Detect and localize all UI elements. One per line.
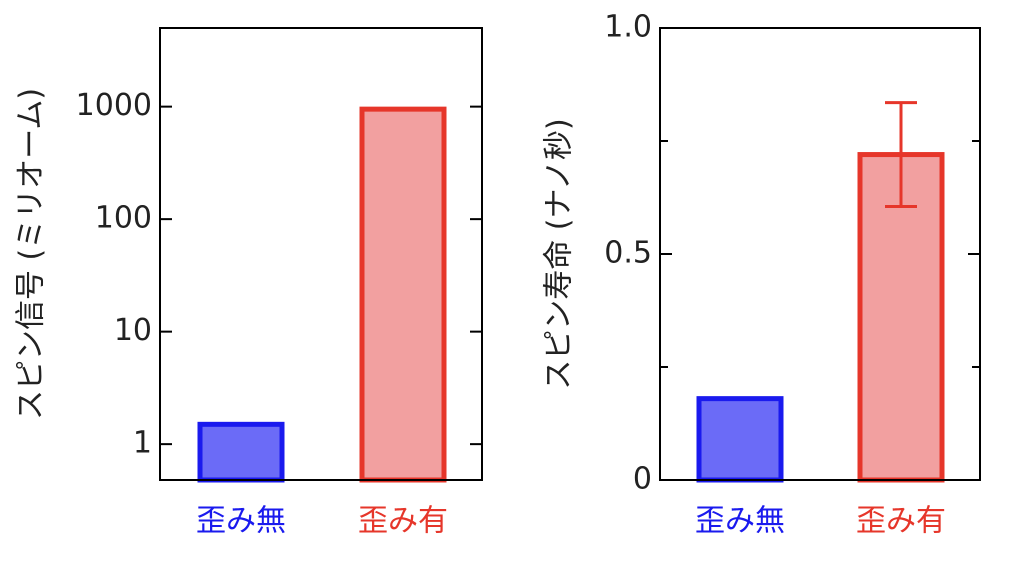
error-bar (885, 101, 917, 209)
y-tick-label: 1000 (76, 88, 152, 123)
y-tick-label: 0 (633, 462, 652, 497)
y-tick-label: 10 (114, 313, 152, 348)
subplot: 歪み無 歪み有 0 0.5 1.0 スピン寿命 (ナノ秒) (542, 10, 981, 539)
bar (696, 396, 784, 483)
x-tick-label: 歪み無 (695, 504, 785, 539)
x-tick-label: 歪み無 (196, 504, 286, 539)
subplot: 歪み無 歪み有 1 10 100 1000 スピン信号 (ミリオーム) (14, 27, 483, 539)
plot-frame (159, 27, 483, 481)
y-tick-label: 0.5 (604, 236, 652, 271)
y-axis-label: スピン寿命 (ナノ秒) (542, 118, 577, 389)
bar (359, 106, 447, 483)
x-tick-label: 歪み有 (358, 504, 448, 539)
y-tick-label: 1 (133, 426, 152, 461)
y-axis-label: スピン信号 (ミリオーム) (14, 88, 49, 420)
bar (197, 421, 285, 483)
x-tick-label: 歪み有 (856, 504, 946, 539)
y-tick-label: 100 (95, 201, 152, 236)
y-tick-label: 1.0 (604, 10, 652, 45)
